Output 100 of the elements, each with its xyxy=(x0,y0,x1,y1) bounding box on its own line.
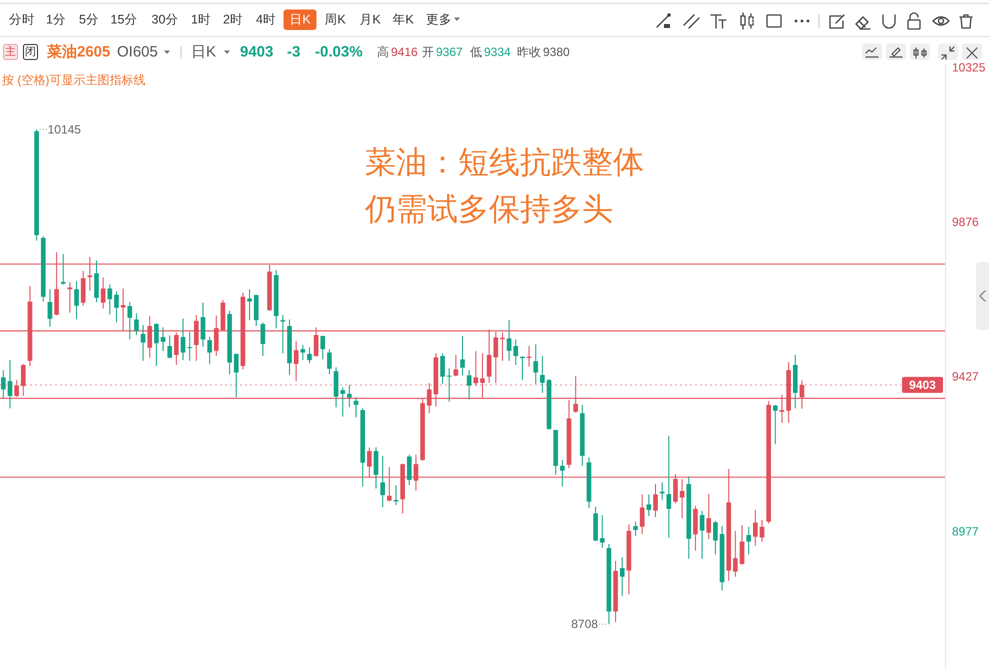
candlestick xyxy=(633,521,638,537)
candlestick xyxy=(127,301,132,340)
text: 高 xyxy=(377,45,389,59)
text: 1分 xyxy=(46,12,66,26)
candlestick xyxy=(740,524,744,566)
candlestick xyxy=(666,435,672,538)
candlestick xyxy=(753,509,758,546)
annotation: 10145 xyxy=(48,122,82,136)
candlestick xyxy=(466,370,472,400)
annotation: 按 (空格)可显示主图指标线 xyxy=(2,73,146,87)
candlestick xyxy=(74,280,79,320)
candlestick xyxy=(386,466,392,502)
candlestick xyxy=(120,288,126,332)
candlestick xyxy=(374,446,378,490)
text: 低 xyxy=(470,45,482,59)
candlestick xyxy=(320,335,326,360)
candlestick xyxy=(713,520,718,555)
text: 9403 xyxy=(240,44,274,60)
candlestick xyxy=(367,447,372,478)
candlestick xyxy=(200,302,206,348)
text: 开 xyxy=(422,45,434,59)
candlestick xyxy=(646,494,652,517)
text: 昨收 xyxy=(517,45,541,59)
candlestick xyxy=(493,331,498,384)
candlestick xyxy=(247,288,252,321)
candlestick xyxy=(300,344,306,361)
candlestick xyxy=(772,404,778,445)
y-tick-label: 8977 xyxy=(952,524,980,539)
candlestick xyxy=(147,316,152,358)
candlestick xyxy=(187,331,192,362)
candlestick xyxy=(673,474,678,504)
candlestick xyxy=(474,350,478,386)
candlestick xyxy=(294,340,298,382)
text: 1时 xyxy=(191,12,211,26)
candlestick xyxy=(354,396,358,418)
text: -3 xyxy=(287,44,300,60)
candlestick xyxy=(560,459,565,487)
text: 4时 xyxy=(256,12,276,26)
candlestick xyxy=(154,322,159,366)
y-tick-label: 9876 xyxy=(952,215,980,230)
text: 9380 xyxy=(543,45,570,59)
candlestick xyxy=(14,380,19,398)
text: 周K xyxy=(324,12,346,26)
candlestick xyxy=(653,484,658,518)
candlestick xyxy=(526,346,532,368)
candlestick xyxy=(140,324,146,362)
text: 15分 xyxy=(110,12,138,26)
candlestick xyxy=(760,519,764,542)
text: 月K xyxy=(359,12,382,26)
candlestick xyxy=(380,455,385,508)
text: 更多 xyxy=(426,12,452,26)
candlestick xyxy=(600,514,605,548)
candlestick xyxy=(460,336,465,376)
candlestick xyxy=(107,284,112,315)
candlestick xyxy=(327,348,332,375)
candlestick xyxy=(426,382,432,414)
candlestick xyxy=(440,352,445,384)
candlestick xyxy=(480,352,485,398)
candlestick xyxy=(660,482,664,500)
candlestick xyxy=(20,363,26,396)
candlestick xyxy=(414,454,418,492)
candlestick xyxy=(500,332,505,362)
candlestick xyxy=(234,353,239,398)
candlestick xyxy=(394,484,398,506)
text: 年K xyxy=(392,12,414,26)
text: 9334 xyxy=(484,45,512,59)
candlestick xyxy=(746,526,752,555)
candlestick xyxy=(406,454,412,486)
candlestick xyxy=(620,556,625,596)
candlestick xyxy=(207,336,212,364)
candlestick xyxy=(454,354,458,377)
candlestick xyxy=(1,370,6,399)
candlestick xyxy=(180,318,186,361)
text: 日K xyxy=(289,12,312,26)
candlestick xyxy=(114,290,119,323)
candlestick xyxy=(446,368,452,402)
text: -0.03% xyxy=(315,44,363,60)
text: 2时 xyxy=(223,12,243,26)
candlestick xyxy=(174,332,179,366)
candlestick xyxy=(260,322,266,356)
candlestick xyxy=(680,478,684,519)
text: 30分 xyxy=(152,12,178,26)
candlestick xyxy=(167,334,172,359)
y-tick-label: 10325 xyxy=(952,60,986,74)
text: 分时 xyxy=(9,12,35,26)
candlestick xyxy=(340,386,346,418)
annotation: 8708 xyxy=(571,617,598,632)
candlestick xyxy=(733,530,738,578)
chart-title: 菜油2605 xyxy=(46,44,110,60)
candlestick xyxy=(134,312,139,336)
candlestick xyxy=(100,276,106,309)
candlestick xyxy=(314,326,318,358)
text: 日K xyxy=(191,44,216,60)
candlestick xyxy=(573,375,578,414)
candlestick xyxy=(706,494,712,540)
candlestick xyxy=(540,356,545,394)
candlestick xyxy=(280,314,286,354)
candlestick xyxy=(640,494,645,535)
y-tick-label: 9427 xyxy=(952,370,980,384)
candlestick xyxy=(48,288,52,328)
